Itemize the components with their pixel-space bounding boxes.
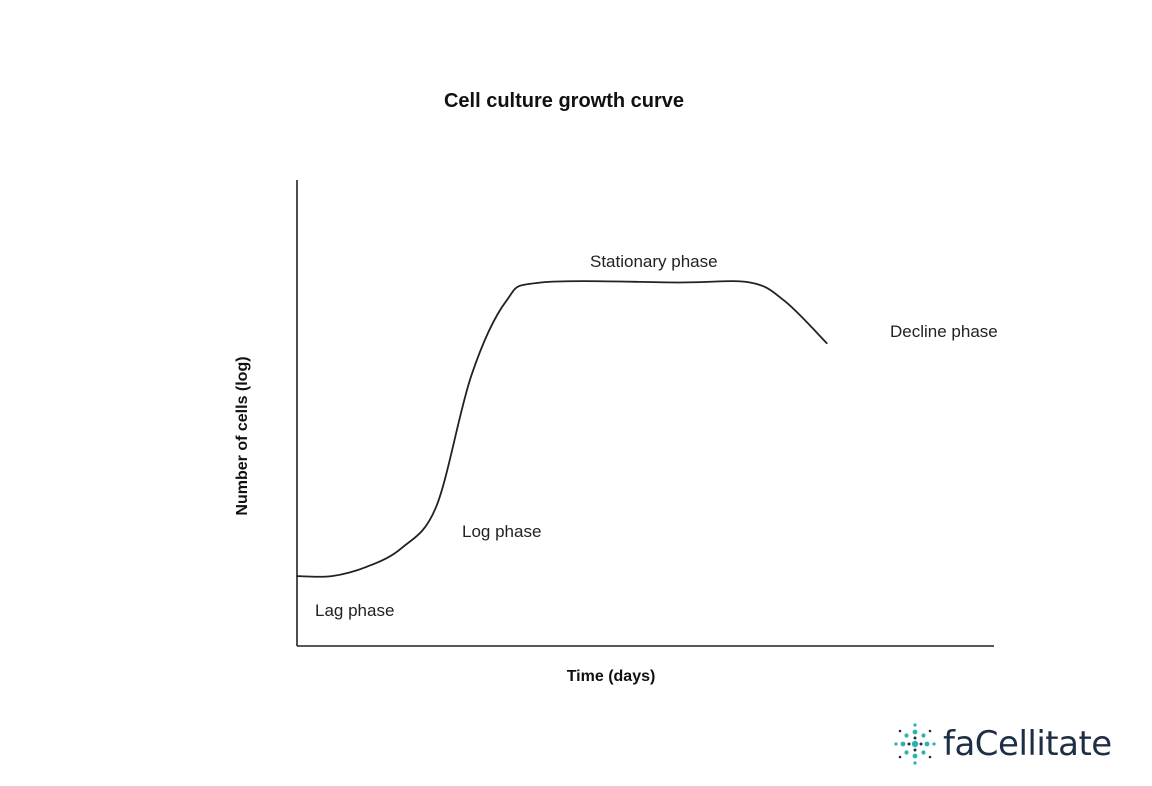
- logo-text: faCellitate: [943, 724, 1112, 764]
- chart-title: Cell culture growth curve: [444, 90, 684, 112]
- annotation-log-phase: Log phase: [462, 522, 541, 541]
- x-axis-label: Time (days): [567, 668, 656, 685]
- annotation-lag-phase: Lag phase: [315, 601, 394, 620]
- annotation-decline-phase: Decline phase: [890, 322, 998, 341]
- facellitate-logo: faCellitate: [893, 716, 1112, 772]
- cell-cluster-icon: [894, 723, 936, 765]
- annotation-stationary-phase: Stationary phase: [590, 252, 718, 271]
- y-axis-label: Number of cells (log): [234, 356, 251, 515]
- growth-curve-line: [296, 280, 828, 578]
